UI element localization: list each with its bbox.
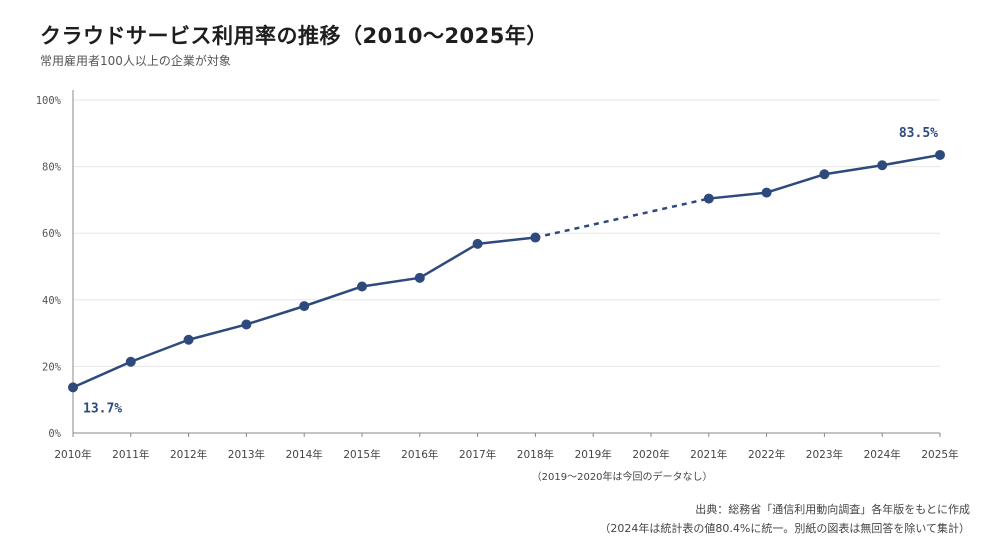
x-tick-label: 2020年 [632,448,669,461]
y-tick-label: 80% [42,162,62,174]
data-point [472,238,483,249]
data-point [241,319,252,330]
axes [72,90,941,437]
x-tick-label: 2015年 [343,448,380,461]
data-point [819,169,830,180]
data-point [183,334,194,345]
x-tick-label: 2013年 [228,448,265,461]
source-note: 出典：総務省「通信利用動向調査」各年版をもとに作成 （2024年は統計表の値80… [599,500,970,538]
gap-note: （2019〜2020年は今回のデータなし） [532,470,713,483]
y-tick-labels: 0% 20% 40% 60% 80% 100% [36,95,62,440]
x-tick-label: 2025年 [921,448,958,461]
y-tick-label: 60% [42,228,62,240]
source-line-1: 出典：総務省「通信利用動向調査」各年版をもとに作成 [695,503,970,516]
y-tick-label: 20% [42,361,62,373]
x-tick-label: 2014年 [286,448,323,461]
x-tick-label: 2012年 [170,448,207,461]
data-label: 13.7% [83,401,122,416]
x-tick-label: 2011年 [112,448,149,461]
x-tick-label: 2022年 [748,448,785,461]
series-line [72,153,941,389]
data-points [68,149,945,393]
x-tick-label: 2021年 [690,448,727,461]
x-tick-label: 2019年 [575,448,612,461]
y-tick-label: 40% [42,295,62,307]
chart-subtitle: 常用雇用者100人以上の企業が対象 [40,54,231,68]
chart-title: クラウドサービス利用率の推移（2010〜2025年） [40,24,548,48]
gridlines [73,99,940,367]
dashed-gap-line [535,197,710,239]
source-line-2: （2024年は統計表の値80.4%に統一。別紙の図表は無回答を除いて集計） [599,522,970,535]
data-point [299,301,310,312]
data-point [125,356,136,367]
data-point [935,149,945,160]
y-tick-label: 0% [48,428,61,440]
data-point [68,382,78,393]
data-labels: 13.7% 83.5% [83,126,938,416]
x-tick-label: 2016年 [401,448,438,461]
series-line-segment [72,236,536,389]
y-tick-label: 100% [36,95,62,107]
data-label: 83.5% [899,126,938,141]
x-tick-label: 2018年 [517,448,554,461]
x-tick-label: 2017年 [459,448,496,461]
x-tick-label: 2010年 [54,448,91,461]
data-point [414,272,425,283]
data-point [357,281,367,292]
x-tick-label: 2023年 [806,448,843,461]
data-point [761,187,772,198]
data-point [530,232,541,243]
data-point [703,193,714,204]
x-tick-label: 2024年 [864,448,901,461]
data-point [877,160,888,171]
x-tick-labels: 2010年 2011年 2012年 2013年 2014年 2015年 2016年 2017年… [54,448,958,461]
